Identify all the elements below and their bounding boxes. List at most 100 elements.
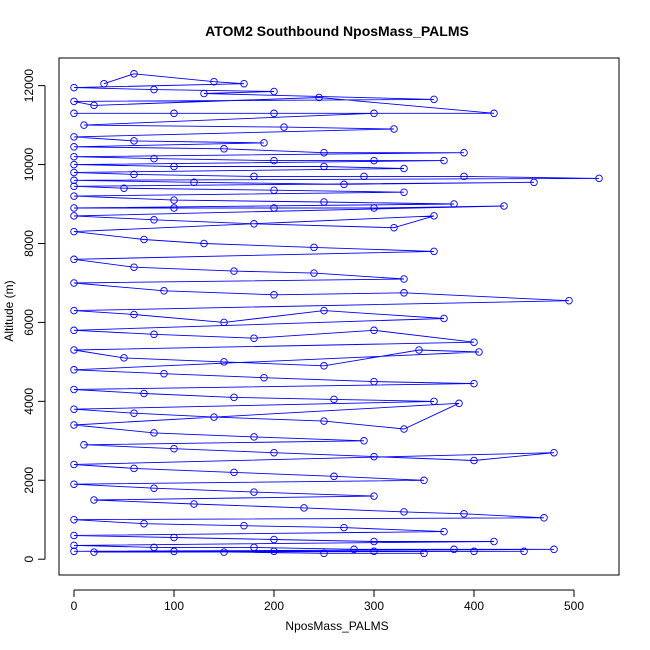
data-point <box>430 397 438 406</box>
data-point <box>270 535 278 544</box>
data-point <box>210 77 218 86</box>
data-point <box>300 504 308 512</box>
data-point <box>330 395 338 404</box>
data-point <box>80 441 88 449</box>
data-point <box>460 148 468 157</box>
data-point <box>400 289 408 297</box>
data-point <box>140 235 148 244</box>
data-point <box>370 452 378 461</box>
data-point <box>370 492 378 500</box>
x-tick-label: 300 <box>364 599 384 613</box>
data-point <box>270 291 278 299</box>
data-point <box>400 508 408 516</box>
data-point <box>70 255 78 264</box>
data-point <box>440 527 448 536</box>
data-point <box>70 531 78 540</box>
data-point <box>240 521 248 530</box>
data-point <box>320 549 328 558</box>
data-point <box>350 545 358 554</box>
data-point <box>550 545 558 554</box>
data-point <box>120 354 128 362</box>
data-point <box>70 109 78 118</box>
data-point <box>220 145 228 153</box>
data-point <box>70 366 78 374</box>
data-point <box>70 515 78 524</box>
data-point <box>500 202 508 210</box>
data-point <box>390 223 398 232</box>
data-point <box>320 148 328 157</box>
data-point <box>70 346 78 354</box>
data-point <box>370 204 378 212</box>
data-point <box>150 543 158 552</box>
data-point <box>440 156 448 165</box>
data-point <box>100 79 108 88</box>
data-point <box>260 373 268 382</box>
data-point <box>330 472 338 481</box>
data-point <box>360 437 368 445</box>
data-point <box>70 326 78 335</box>
data-point <box>160 287 168 295</box>
data-point <box>170 547 178 556</box>
data-point <box>400 188 408 196</box>
x-axis-label: NposMass_PALMS <box>285 619 388 633</box>
data-point <box>450 545 458 554</box>
x-tick-label: 100 <box>164 599 184 613</box>
data-point <box>390 125 398 133</box>
data-point <box>190 178 198 187</box>
data-point <box>130 310 138 319</box>
data-point <box>420 476 428 485</box>
data-point <box>360 172 368 181</box>
y-tick-label: 12000 <box>22 69 36 103</box>
data-point <box>370 377 378 386</box>
points-layer <box>70 70 603 558</box>
data-point <box>455 399 463 408</box>
data-point <box>595 174 603 183</box>
x-axis: 0 100 200 300 400 500 <box>71 589 584 613</box>
data-point <box>70 306 78 315</box>
data-point <box>370 547 378 556</box>
data-point <box>150 330 158 339</box>
data-point <box>220 318 228 327</box>
data-point <box>400 425 408 433</box>
data-point <box>260 139 268 147</box>
data-point <box>130 137 138 145</box>
y-axis: 0 2000 4000 6000 8000 10000 12000 <box>22 69 46 563</box>
data-point <box>370 156 378 165</box>
data-point <box>70 168 78 177</box>
data-point <box>430 247 438 256</box>
data-point <box>70 204 78 212</box>
data-point <box>200 89 208 98</box>
data-point <box>320 362 328 370</box>
data-point <box>220 358 228 366</box>
x-tick-label: 400 <box>464 599 484 613</box>
data-point <box>170 444 178 453</box>
y-tick-label: 2000 <box>22 467 36 494</box>
data-point <box>270 547 278 556</box>
data-point <box>130 170 138 179</box>
data-point <box>270 204 278 212</box>
data-point <box>150 154 158 163</box>
data-point <box>130 464 138 473</box>
y-tick-label: 4000 <box>22 388 36 415</box>
x-tick-label: 0 <box>71 599 78 613</box>
data-point <box>250 543 258 552</box>
data-point <box>400 275 408 283</box>
data-point <box>130 70 138 78</box>
data-point <box>90 548 98 556</box>
data-point <box>70 421 78 429</box>
data-point <box>270 87 278 96</box>
data-point <box>540 514 548 522</box>
data-point <box>280 123 288 131</box>
data-point <box>530 178 538 187</box>
data-point <box>430 95 438 104</box>
data-point <box>270 109 278 118</box>
x-tick-label: 500 <box>564 599 584 613</box>
data-point <box>340 523 348 532</box>
data-point <box>70 152 78 161</box>
data-point <box>140 389 148 398</box>
data-point <box>70 133 78 141</box>
data-point <box>130 263 138 271</box>
data-point <box>250 433 258 441</box>
data-point <box>70 385 78 394</box>
data-point <box>250 220 258 228</box>
